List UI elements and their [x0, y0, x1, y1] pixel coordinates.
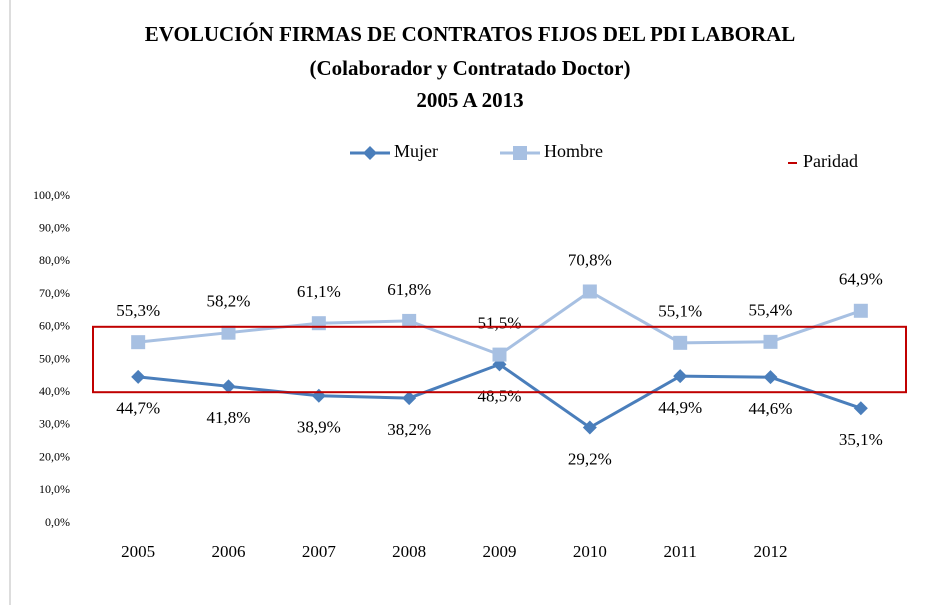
- legend-label: Hombre: [544, 141, 603, 161]
- marker: [853, 401, 868, 416]
- marker: [402, 313, 417, 328]
- data-label: 64,9%: [839, 270, 883, 289]
- marker: [492, 347, 507, 362]
- y-tick-label: 90,0%: [39, 220, 70, 234]
- legend-label: Mujer: [394, 141, 438, 161]
- data-label: 55,4%: [749, 301, 793, 320]
- data-label: 41,8%: [207, 408, 251, 427]
- chart-subtitle: 2005 A 2013: [416, 88, 523, 112]
- marker: [763, 334, 778, 349]
- y-tick-label: 60,0%: [39, 319, 70, 333]
- y-tick-label: 40,0%: [39, 384, 70, 398]
- data-label: 35,1%: [839, 430, 883, 449]
- marker: [673, 335, 688, 350]
- data-label: 29,2%: [568, 449, 612, 468]
- data-label: 55,3%: [116, 301, 160, 320]
- data-label: 55,1%: [658, 302, 702, 321]
- data-label: 44,9%: [658, 398, 702, 417]
- x-tick-label: 2010: [573, 542, 607, 561]
- legend-label: Paridad: [803, 151, 858, 171]
- legend-marker: [513, 146, 527, 160]
- data-label: 70,8%: [568, 250, 612, 269]
- x-tick-label: 2007: [302, 542, 337, 561]
- x-tick-label: 2012: [754, 542, 788, 561]
- parity-band: [92, 325, 907, 394]
- chart-subtitle: (Colaborador y Contratado Doctor): [310, 56, 631, 80]
- chart-title: EVOLUCIÓN FIRMAS DE CONTRATOS FIJOS DEL …: [145, 22, 796, 46]
- data-label: 61,1%: [297, 282, 341, 301]
- data-label: 48,5%: [478, 386, 522, 405]
- y-tick-label: 0,0%: [45, 515, 70, 529]
- legend-marker: [363, 146, 377, 160]
- data-label: 44,6%: [749, 399, 793, 418]
- marker: [221, 379, 236, 394]
- data-label: 38,9%: [297, 418, 341, 437]
- y-tick-label: 50,0%: [39, 351, 70, 365]
- marker: [582, 284, 597, 299]
- data-label: 51,5%: [478, 314, 522, 333]
- marker: [853, 303, 868, 318]
- marker: [221, 325, 236, 340]
- y-tick-label: 100,0%: [33, 188, 70, 202]
- y-tick-label: 10,0%: [39, 482, 70, 496]
- marker: [311, 388, 326, 403]
- x-tick-label: 2009: [483, 542, 517, 561]
- x-tick-label: 2011: [663, 542, 696, 561]
- marker: [673, 369, 688, 384]
- marker: [763, 370, 778, 385]
- x-tick-label: 2005: [121, 542, 155, 561]
- y-tick-label: 80,0%: [39, 253, 70, 267]
- marker: [131, 369, 146, 384]
- y-tick-label: 20,0%: [39, 449, 70, 463]
- y-tick-label: 30,0%: [39, 417, 70, 431]
- y-tick-label: 70,0%: [39, 286, 70, 300]
- data-label: 58,2%: [207, 292, 251, 311]
- marker: [131, 335, 146, 350]
- data-label: 38,2%: [387, 420, 431, 439]
- marker: [311, 316, 326, 331]
- data-label: 61,8%: [387, 280, 431, 299]
- x-tick-label: 2006: [212, 542, 246, 561]
- marker: [402, 391, 417, 406]
- x-tick-label: 2008: [392, 542, 426, 561]
- marker: [582, 420, 597, 435]
- data-label: 44,7%: [116, 399, 160, 418]
